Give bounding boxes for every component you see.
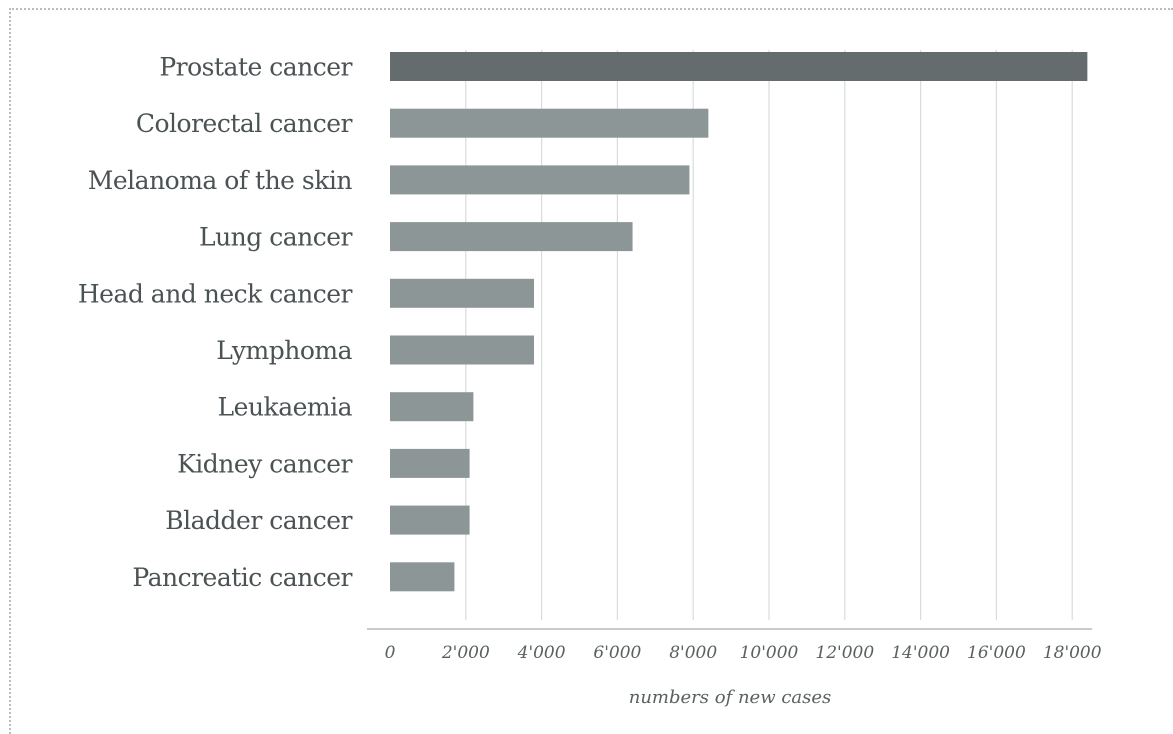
x-tick-label: 6'000 bbox=[593, 643, 641, 663]
bar bbox=[390, 505, 470, 535]
bar bbox=[390, 562, 455, 592]
category-label: Colorectal cancer bbox=[136, 109, 353, 138]
category-label: Melanoma of the skin bbox=[88, 166, 353, 195]
bar bbox=[390, 52, 1088, 81]
bar bbox=[390, 165, 690, 195]
bar bbox=[390, 392, 474, 422]
grid-layer bbox=[465, 50, 1073, 620]
category-label: Pancreatic cancer bbox=[132, 563, 352, 592]
x-tick-label: 10'000 bbox=[740, 643, 799, 663]
bar bbox=[390, 335, 535, 365]
category-label: Lung cancer bbox=[199, 223, 353, 252]
bar bbox=[390, 108, 709, 138]
x-tick-label: 18'000 bbox=[1043, 643, 1102, 663]
category-label: Prostate cancer bbox=[159, 53, 352, 82]
category-label: Kidney cancer bbox=[177, 449, 352, 478]
x-axis-title: numbers of new cases bbox=[629, 687, 832, 708]
bar bbox=[390, 278, 535, 308]
bar-layer bbox=[390, 52, 1088, 592]
x-tick-label: 12'000 bbox=[815, 643, 874, 663]
bar bbox=[390, 222, 633, 252]
dotted-border-top bbox=[9, 8, 1173, 10]
category-label: Bladder cancer bbox=[165, 506, 352, 535]
tick-label-layer: 0 2'000 4'000 6'000 8'000 10'000 12'000 14'000 1… bbox=[385, 643, 1102, 663]
category-label: Lymphoma bbox=[216, 336, 352, 365]
category-label: Leukaemia bbox=[218, 393, 353, 422]
x-tick-label: 8'000 bbox=[669, 643, 717, 663]
bar bbox=[390, 448, 470, 478]
dotted-border-left bbox=[9, 8, 11, 734]
x-tick-label: 16'000 bbox=[967, 643, 1026, 663]
category-label: Head and neck cancer bbox=[78, 279, 353, 308]
x-tick-label: 14'000 bbox=[891, 643, 950, 663]
category-label-layer: Prostate cancer Colorectal cancer Melanoma… bbox=[78, 53, 353, 592]
x-tick-label: 2'000 bbox=[441, 643, 490, 663]
x-tick-label: 0 bbox=[385, 643, 396, 663]
x-tick-label: 4'000 bbox=[517, 643, 566, 663]
